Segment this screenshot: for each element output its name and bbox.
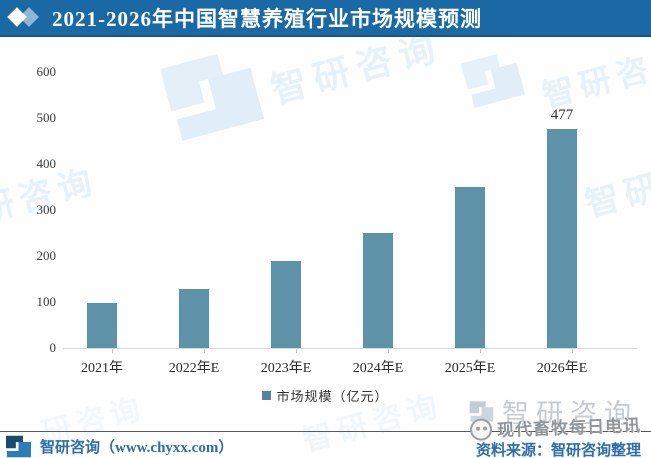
x-tick-mark [296, 349, 297, 353]
x-axis-line [63, 348, 637, 349]
footer-brand: 智研咨询（www.chyxx.com） [4, 434, 233, 458]
bar-2024年E [363, 233, 393, 348]
zhiyan-gray-logo: 智研咨询 [468, 392, 638, 431]
brand-watermark-text: 智研 [581, 168, 651, 225]
zhiyan-logo-icon [460, 54, 526, 108]
brand-watermark-text: 智研咨询 [538, 39, 651, 114]
y-tick-100: 100 [36, 294, 57, 309]
wechat-account-name: 现代畜牧每日电讯 [496, 416, 642, 441]
zhiyan-logo-icon [469, 401, 494, 422]
footer-brand-text: 智研咨询（www.chyxx.com） [40, 440, 234, 456]
chart-title: 2021-2026年中国智慧养殖行业市场规模预测 [52, 6, 482, 31]
x-label-2021年: 2021年 [81, 361, 123, 376]
bar-2026年E [547, 129, 577, 348]
brand-watermark [152, 39, 271, 150]
bar-2022年E [179, 289, 209, 348]
x-label-2023年E: 2023年E [260, 361, 312, 376]
bar-value-label: 477 [550, 107, 574, 123]
chyxx-logo-icon [6, 435, 32, 458]
x-tick-mark [204, 349, 205, 353]
legend-swatch-icon [262, 391, 272, 400]
bar-2025年E [455, 187, 485, 348]
x-tick-mark [388, 349, 389, 353]
title-bar: 2021-2026年中国智慧养殖行业市场规模预测 [0, 0, 651, 37]
y-tick-600: 600 [36, 64, 57, 79]
y-tick-300: 300 [36, 202, 57, 217]
divider-line [0, 431, 651, 432]
diamond-icon [0, 0, 52, 35]
zhiyan-logo-icon [160, 53, 264, 141]
x-tick-mark [112, 349, 113, 353]
bar-2023年E [271, 261, 301, 348]
y-tick-200: 200 [36, 248, 57, 263]
x-tick-mark [572, 349, 573, 353]
legend-label: 市场规模（亿元） [276, 389, 389, 404]
x-label-2022年E: 2022年E [168, 361, 220, 376]
bar-2021年 [87, 303, 117, 348]
x-tick-mark [480, 349, 481, 353]
footer-source-text: 资料来源：智研咨询整理 [475, 443, 641, 458]
wechat-watermark: 现代畜牧每日电讯 [469, 411, 642, 442]
y-tick-0: 0 [49, 340, 57, 355]
zhiyan-gray-logo-text: 智研咨询 [502, 399, 638, 429]
x-label-2024年E: 2024年E [352, 361, 404, 376]
wechat-avatar-icon [469, 417, 493, 441]
y-tick-400: 400 [36, 156, 57, 171]
chart-legend: 市场规模（亿元） [0, 386, 651, 405]
brand-watermark [456, 45, 530, 113]
x-label-2026年E: 2026年E [536, 361, 588, 376]
y-tick-500: 500 [36, 110, 57, 125]
x-label-2025年E: 2025年E [444, 361, 496, 376]
